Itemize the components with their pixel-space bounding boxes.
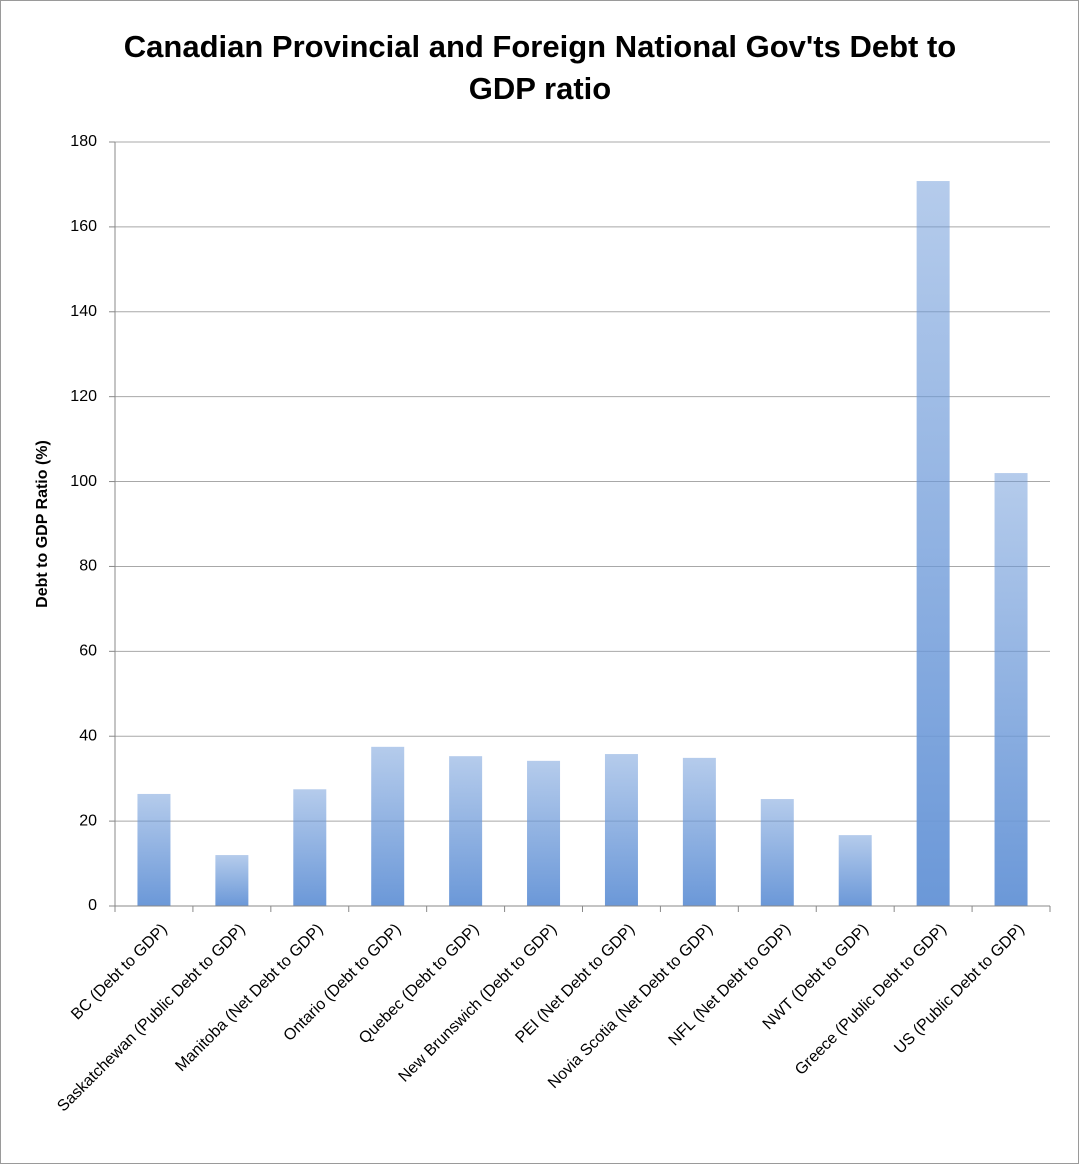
bar xyxy=(994,473,1028,906)
x-tick-label: Novia Scotia (Net Debt to GDP) xyxy=(545,921,716,1092)
x-tick-label: Manitoba (Net Debt to GDP) xyxy=(172,921,326,1075)
x-tick-label: US (Public Debt to GDP) xyxy=(891,921,1028,1058)
y-tick-label: 120 xyxy=(70,388,97,405)
y-tick-label: 0 xyxy=(88,897,97,914)
bar xyxy=(916,181,950,906)
y-tick-label: 180 xyxy=(70,133,97,150)
bar xyxy=(527,760,561,906)
bar xyxy=(293,789,327,906)
y-tick-label: 100 xyxy=(70,473,97,490)
chart-title: Canadian Provincial and Foreign National… xyxy=(123,29,957,106)
y-tick-label: 40 xyxy=(79,727,97,744)
bar xyxy=(838,835,872,906)
bar xyxy=(137,793,171,906)
bar xyxy=(682,757,716,906)
y-tick-label: 80 xyxy=(79,558,97,575)
y-axis-label: Debt to GDP Ratio (%) xyxy=(34,440,51,608)
y-tick-label: 60 xyxy=(79,643,97,660)
x-tick-label: Greece (Public Debt to GDP) xyxy=(792,921,950,1079)
y-tick-label: 140 xyxy=(70,303,97,320)
bar xyxy=(215,855,249,906)
bar xyxy=(449,756,483,906)
bar xyxy=(604,754,638,906)
y-tick-label: 160 xyxy=(70,218,97,235)
y-tick-label: 20 xyxy=(79,812,97,829)
bar xyxy=(760,799,794,906)
x-tick-label: New Brunswich (Debt to GDP) xyxy=(396,921,561,1086)
bar xyxy=(371,746,405,906)
